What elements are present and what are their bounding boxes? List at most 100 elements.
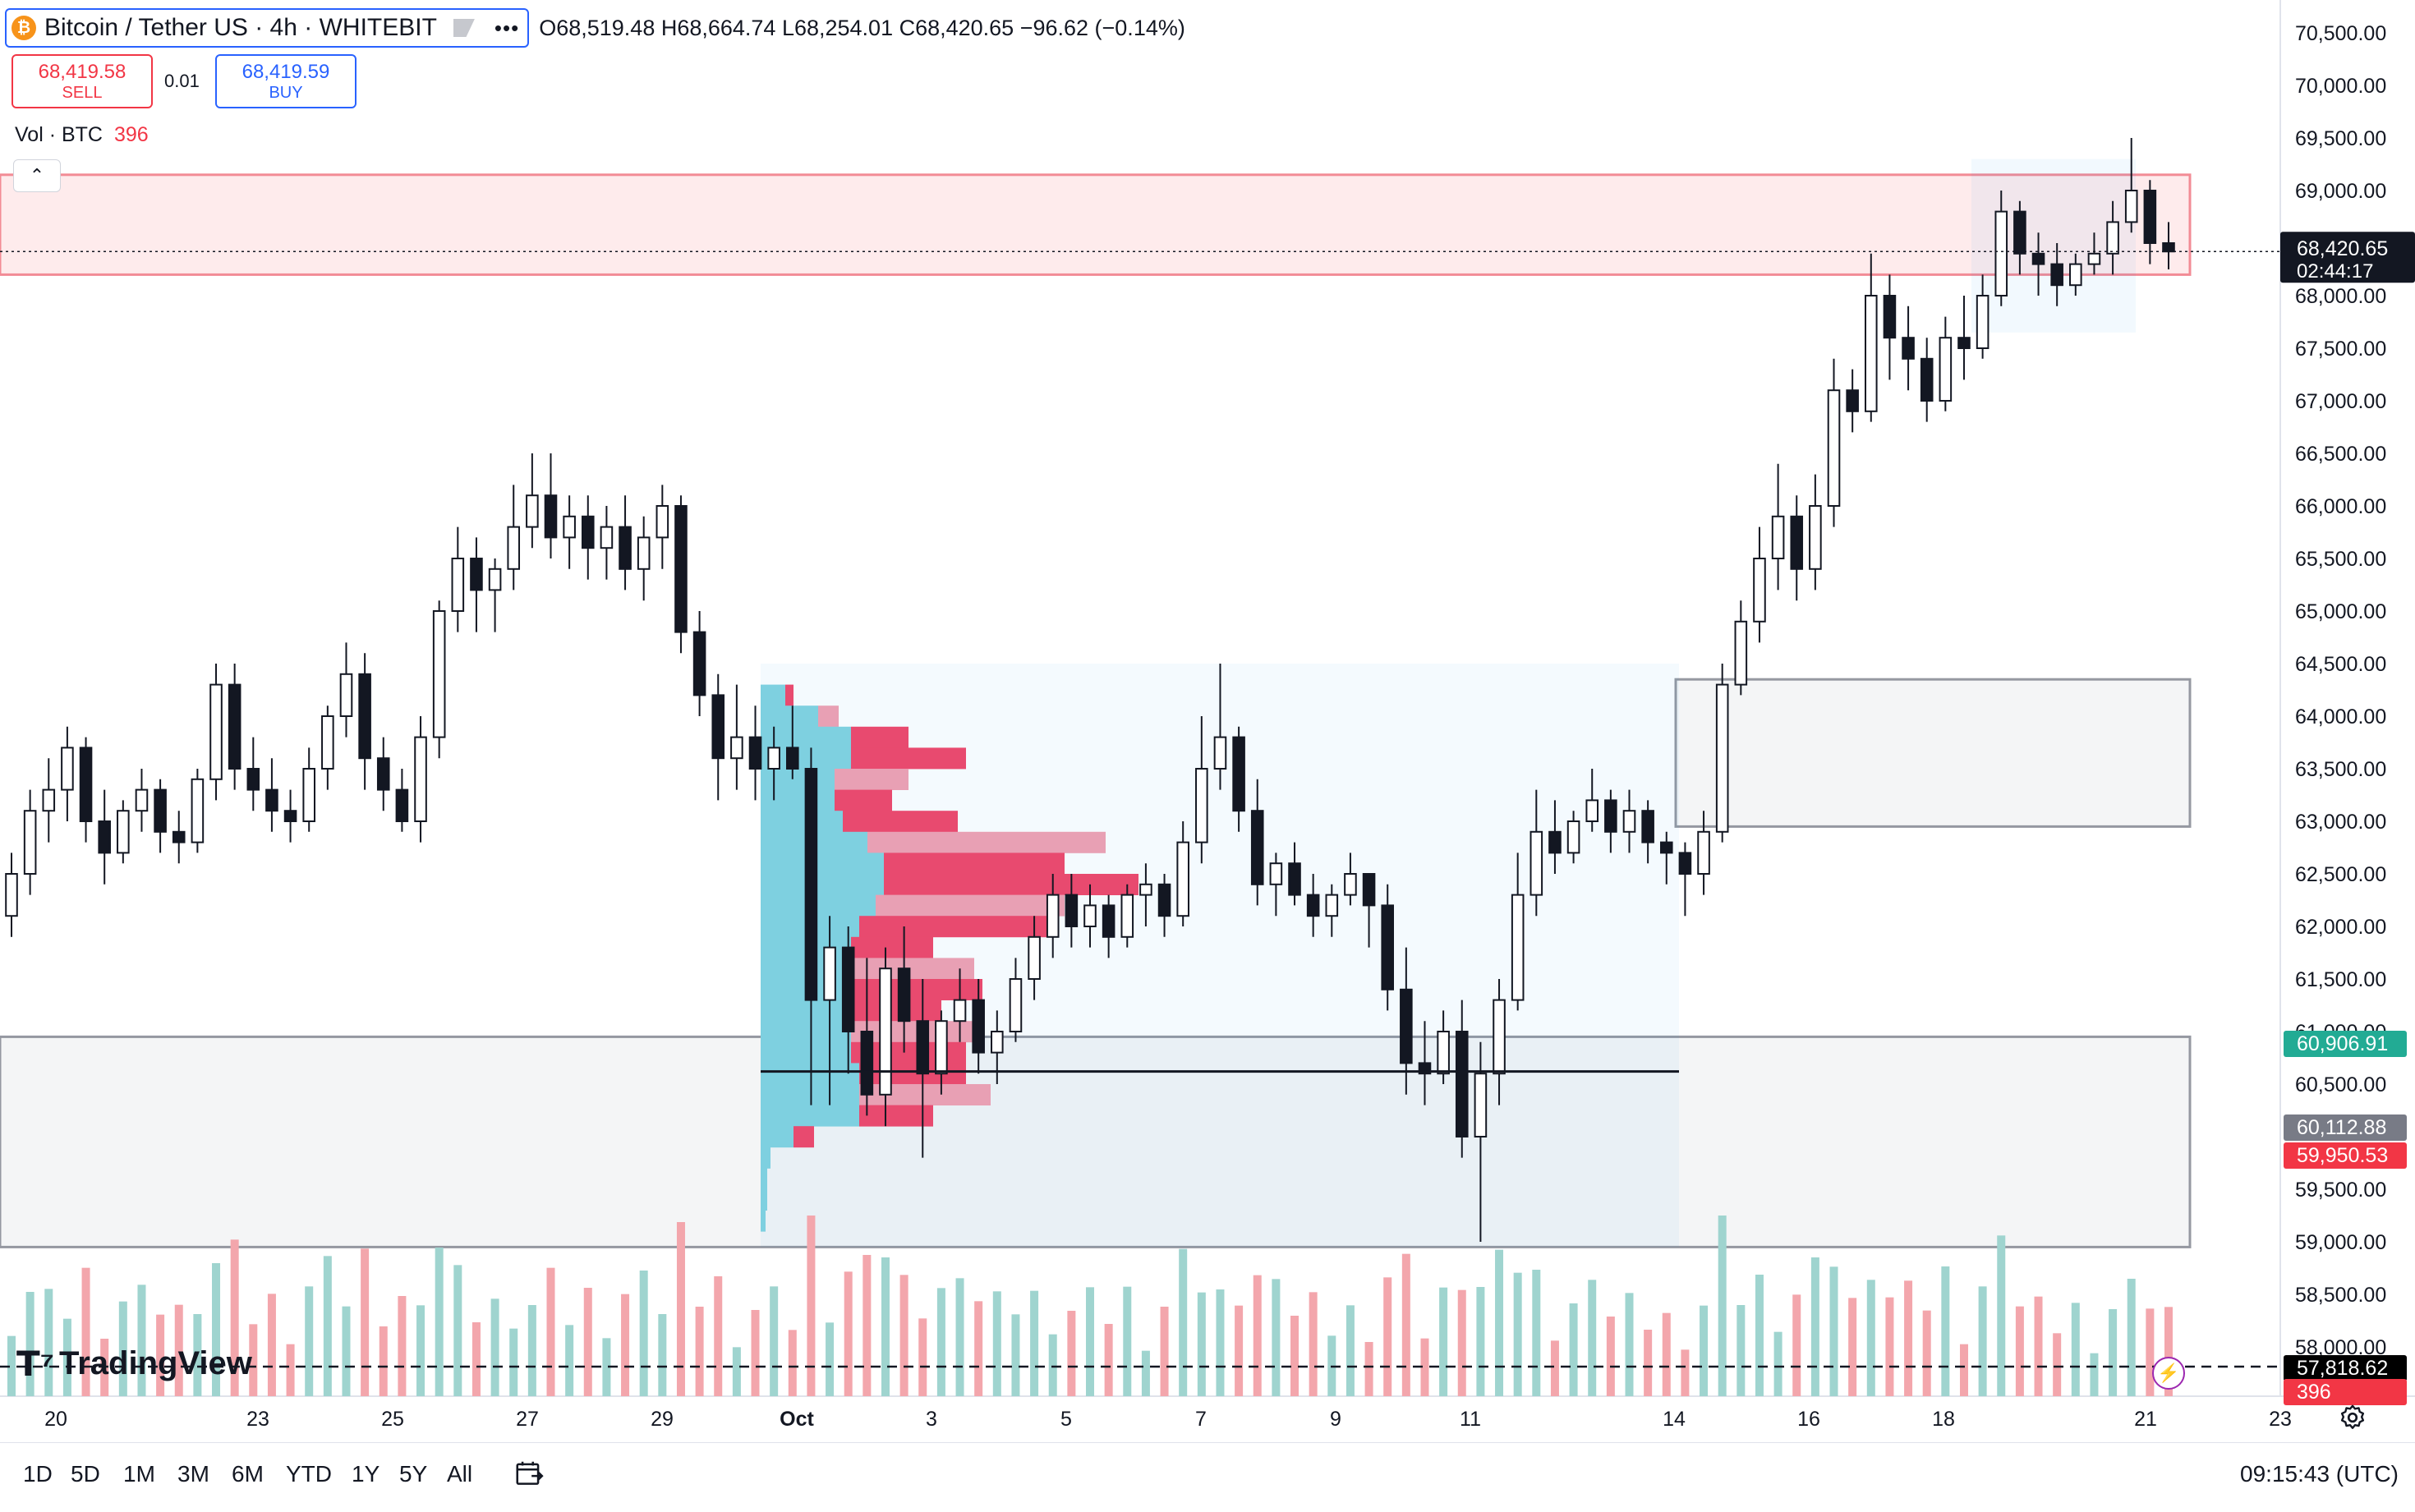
candle-body[interactable] <box>526 494 539 528</box>
candle-body[interactable] <box>897 967 911 1023</box>
candle-body[interactable] <box>953 999 967 1023</box>
candle-body[interactable] <box>2124 190 2138 223</box>
price-marker-bg[interactable] <box>2284 1114 2407 1141</box>
candle-body[interactable] <box>1641 810 1654 843</box>
symbol-selector[interactable]: ₿ Bitcoin / Tether US · 4h · WHITEBIT ••… <box>5 8 530 48</box>
volume-legend[interactable]: Vol · BTC 396 <box>15 123 149 147</box>
candle-body[interactable] <box>1715 683 1729 833</box>
candle-body[interactable] <box>544 494 558 539</box>
candle-body[interactable] <box>1939 337 1953 402</box>
candle-body[interactable] <box>1530 830 1543 896</box>
candle-body[interactable] <box>674 505 688 633</box>
calendar-goto-icon[interactable] <box>513 1458 545 1489</box>
candle-body[interactable] <box>470 558 483 591</box>
candle-body[interactable] <box>1120 894 1134 938</box>
candle-body[interactable] <box>1139 883 1152 896</box>
candle-body[interactable] <box>79 747 93 823</box>
price-marker-bg[interactable] <box>2284 1142 2407 1169</box>
candle-body[interactable] <box>1585 799 1599 823</box>
range-1y[interactable]: 1Y <box>352 1461 380 1487</box>
candle-body[interactable] <box>358 673 371 760</box>
candle-body[interactable] <box>991 1031 1004 1054</box>
candle-body[interactable] <box>1753 558 1766 623</box>
candle-body[interactable] <box>804 768 818 1001</box>
candle-body[interactable] <box>23 810 37 875</box>
candle-body[interactable] <box>376 757 390 791</box>
candle-body[interactable] <box>692 631 706 696</box>
candle-body[interactable] <box>507 526 521 570</box>
current-price-label-bg[interactable] <box>2280 232 2415 283</box>
candle-body[interactable] <box>656 505 669 539</box>
candle-body[interactable] <box>135 788 149 812</box>
candle-body[interactable] <box>619 526 632 570</box>
sell-button[interactable]: 68,419.58 SELL <box>12 54 153 108</box>
candle-body[interactable] <box>209 683 223 780</box>
candle-body[interactable] <box>1771 515 1785 559</box>
candle-body[interactable] <box>1362 873 1376 907</box>
candle-body[interactable] <box>61 747 74 791</box>
candle-body[interactable] <box>730 736 743 760</box>
candle-body[interactable] <box>1902 337 1915 360</box>
flag-icon[interactable] <box>453 19 475 37</box>
candle-body[interactable] <box>1195 768 1208 843</box>
candle-body[interactable] <box>563 515 576 539</box>
price-marker-bg[interactable] <box>2284 1355 2407 1381</box>
candle-body[interactable] <box>1028 935 1041 981</box>
candle-body[interactable] <box>1157 883 1171 917</box>
candle-body[interactable] <box>395 788 409 822</box>
tradingview-logo[interactable]: 𝗧⁷ TradingView <box>16 1344 252 1384</box>
candle-body[interactable] <box>860 1031 874 1096</box>
range-all[interactable]: All <box>447 1461 473 1487</box>
candle-body[interactable] <box>637 536 651 570</box>
candle-body[interactable] <box>414 736 427 822</box>
candle-body[interactable] <box>191 778 205 843</box>
gear-icon[interactable] <box>2338 1403 2367 1432</box>
candle-body[interactable] <box>1176 841 1189 917</box>
candle-body[interactable] <box>1511 894 1525 1001</box>
candle-body[interactable] <box>1009 978 1023 1032</box>
candle-body[interactable] <box>1566 820 1580 854</box>
lightning-icon[interactable]: ⚡ <box>2152 1357 2185 1390</box>
candle-body[interactable] <box>283 810 297 823</box>
candle-body[interactable] <box>767 747 780 770</box>
candle-body[interactable] <box>451 558 465 612</box>
range-5y[interactable]: 5Y <box>399 1461 428 1487</box>
candle-body[interactable] <box>1678 852 1692 875</box>
candle-body[interactable] <box>823 946 836 1001</box>
candle-body[interactable] <box>172 830 186 843</box>
candle-body[interactable] <box>488 568 502 591</box>
candle-body[interactable] <box>1697 830 1710 875</box>
candle-body[interactable] <box>42 788 56 812</box>
candle-body[interactable] <box>2031 252 2045 265</box>
candle-body[interactable] <box>432 610 446 738</box>
candle-body[interactable] <box>2087 252 2101 265</box>
candle-body[interactable] <box>1213 736 1227 770</box>
candle-body[interactable] <box>1065 894 1079 927</box>
candle-body[interactable] <box>1976 295 1990 349</box>
range-ytd[interactable]: YTD <box>286 1461 332 1487</box>
candle-body[interactable] <box>1548 830 1562 854</box>
candle-body[interactable] <box>1994 210 2008 297</box>
candle-body[interactable] <box>1474 1073 1488 1137</box>
range-6m[interactable]: 6M <box>232 1461 264 1487</box>
price-marker-bg[interactable] <box>2284 1379 2407 1405</box>
candle-body[interactable] <box>1734 620 1748 686</box>
clock-timezone[interactable]: 09:15:43 (UTC) <box>2240 1461 2399 1487</box>
candle-body[interactable] <box>2143 190 2157 244</box>
range-5d[interactable]: 5D <box>71 1461 100 1487</box>
buy-button[interactable]: 68,419.59 BUY <box>215 54 356 108</box>
candle-body[interactable] <box>972 999 985 1054</box>
candle-body[interactable] <box>98 820 111 854</box>
candle-body[interactable] <box>1344 873 1357 896</box>
candle-body[interactable] <box>711 694 725 760</box>
candle-body[interactable] <box>786 747 799 770</box>
candle-body[interactable] <box>246 768 260 791</box>
candle-body[interactable] <box>841 946 855 1032</box>
candle-body[interactable] <box>1325 894 1339 917</box>
candle-body[interactable] <box>1809 505 1822 570</box>
candle-body[interactable] <box>2162 242 2175 253</box>
more-icon[interactable]: ••• <box>494 15 520 40</box>
candle-body[interactable] <box>339 673 353 717</box>
candle-body[interactable] <box>1827 389 1841 508</box>
candle-body[interactable] <box>581 515 595 549</box>
